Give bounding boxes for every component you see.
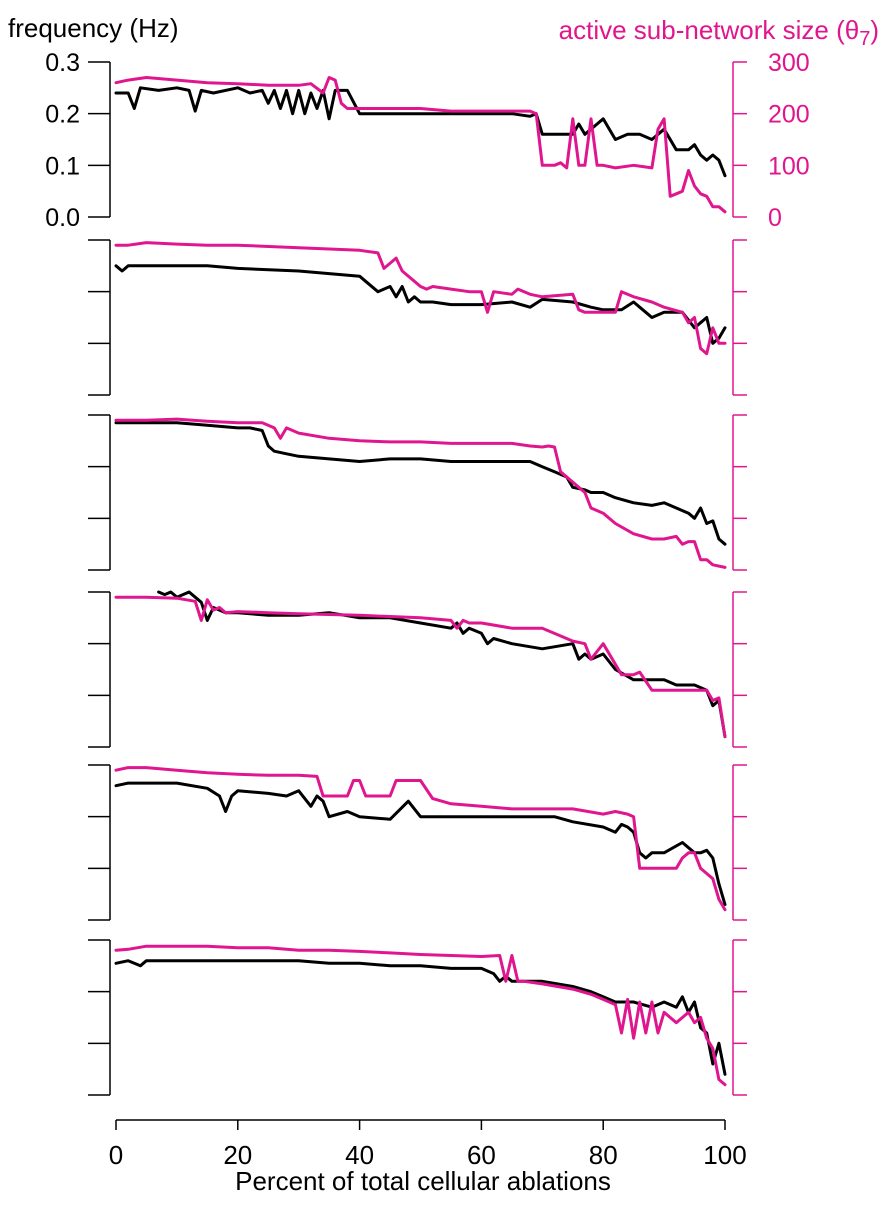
frequency-line	[114, 86, 727, 178]
x-tick-label: 0	[109, 1140, 123, 1170]
panels: 0.0 0.1 0.2 0.3 0 100 200 300	[45, 49, 810, 1096]
panel-3	[88, 414, 747, 571]
left-y-tick-label: 0.1	[45, 152, 80, 180]
panel-6	[88, 939, 747, 1096]
subnetwork-line	[114, 595, 727, 739]
subnetwork-line	[114, 944, 727, 1087]
right-y-tick-label: 200	[768, 101, 810, 129]
panel-1: 0.0 0.1 0.2 0.3 0 100 200 300	[45, 49, 809, 232]
frequency-line	[114, 421, 727, 546]
x-tick-label: 60	[467, 1140, 496, 1170]
subnetwork-line	[114, 76, 727, 214]
frequency-line	[114, 264, 727, 345]
subnetwork-line	[114, 241, 727, 356]
frequency-line	[114, 781, 727, 906]
left-y-tick-label: 0.2	[45, 101, 80, 129]
subnetwork-line	[114, 766, 727, 912]
left-y-tick-label: 0.3	[45, 49, 80, 77]
left-y-tick-label: 0.0	[45, 204, 80, 232]
right-y-tick-label: 300	[768, 49, 810, 77]
panel-2	[88, 239, 747, 396]
x-tick-label: 40	[345, 1140, 374, 1170]
frequency-line	[157, 590, 727, 739]
frequency-line	[114, 959, 727, 1076]
right-y-tick-label: 0	[768, 204, 782, 232]
panel-5	[88, 764, 747, 921]
x-tick-label: 100	[703, 1140, 746, 1170]
x-tick-label: 80	[589, 1140, 618, 1170]
x-axis-label: Percent of total cellular ablations	[235, 1166, 611, 1196]
panel-4	[88, 590, 747, 748]
x-tick-label: 20	[223, 1140, 252, 1170]
subnetwork-line	[114, 417, 727, 569]
x-axis: 0 20 40 60 80 100	[109, 1119, 747, 1170]
right-axis-label: active sub-network size (θ7)	[559, 15, 879, 50]
right-y-tick-label: 100	[768, 152, 810, 180]
left-axis-label: frequency (Hz)	[8, 13, 179, 43]
